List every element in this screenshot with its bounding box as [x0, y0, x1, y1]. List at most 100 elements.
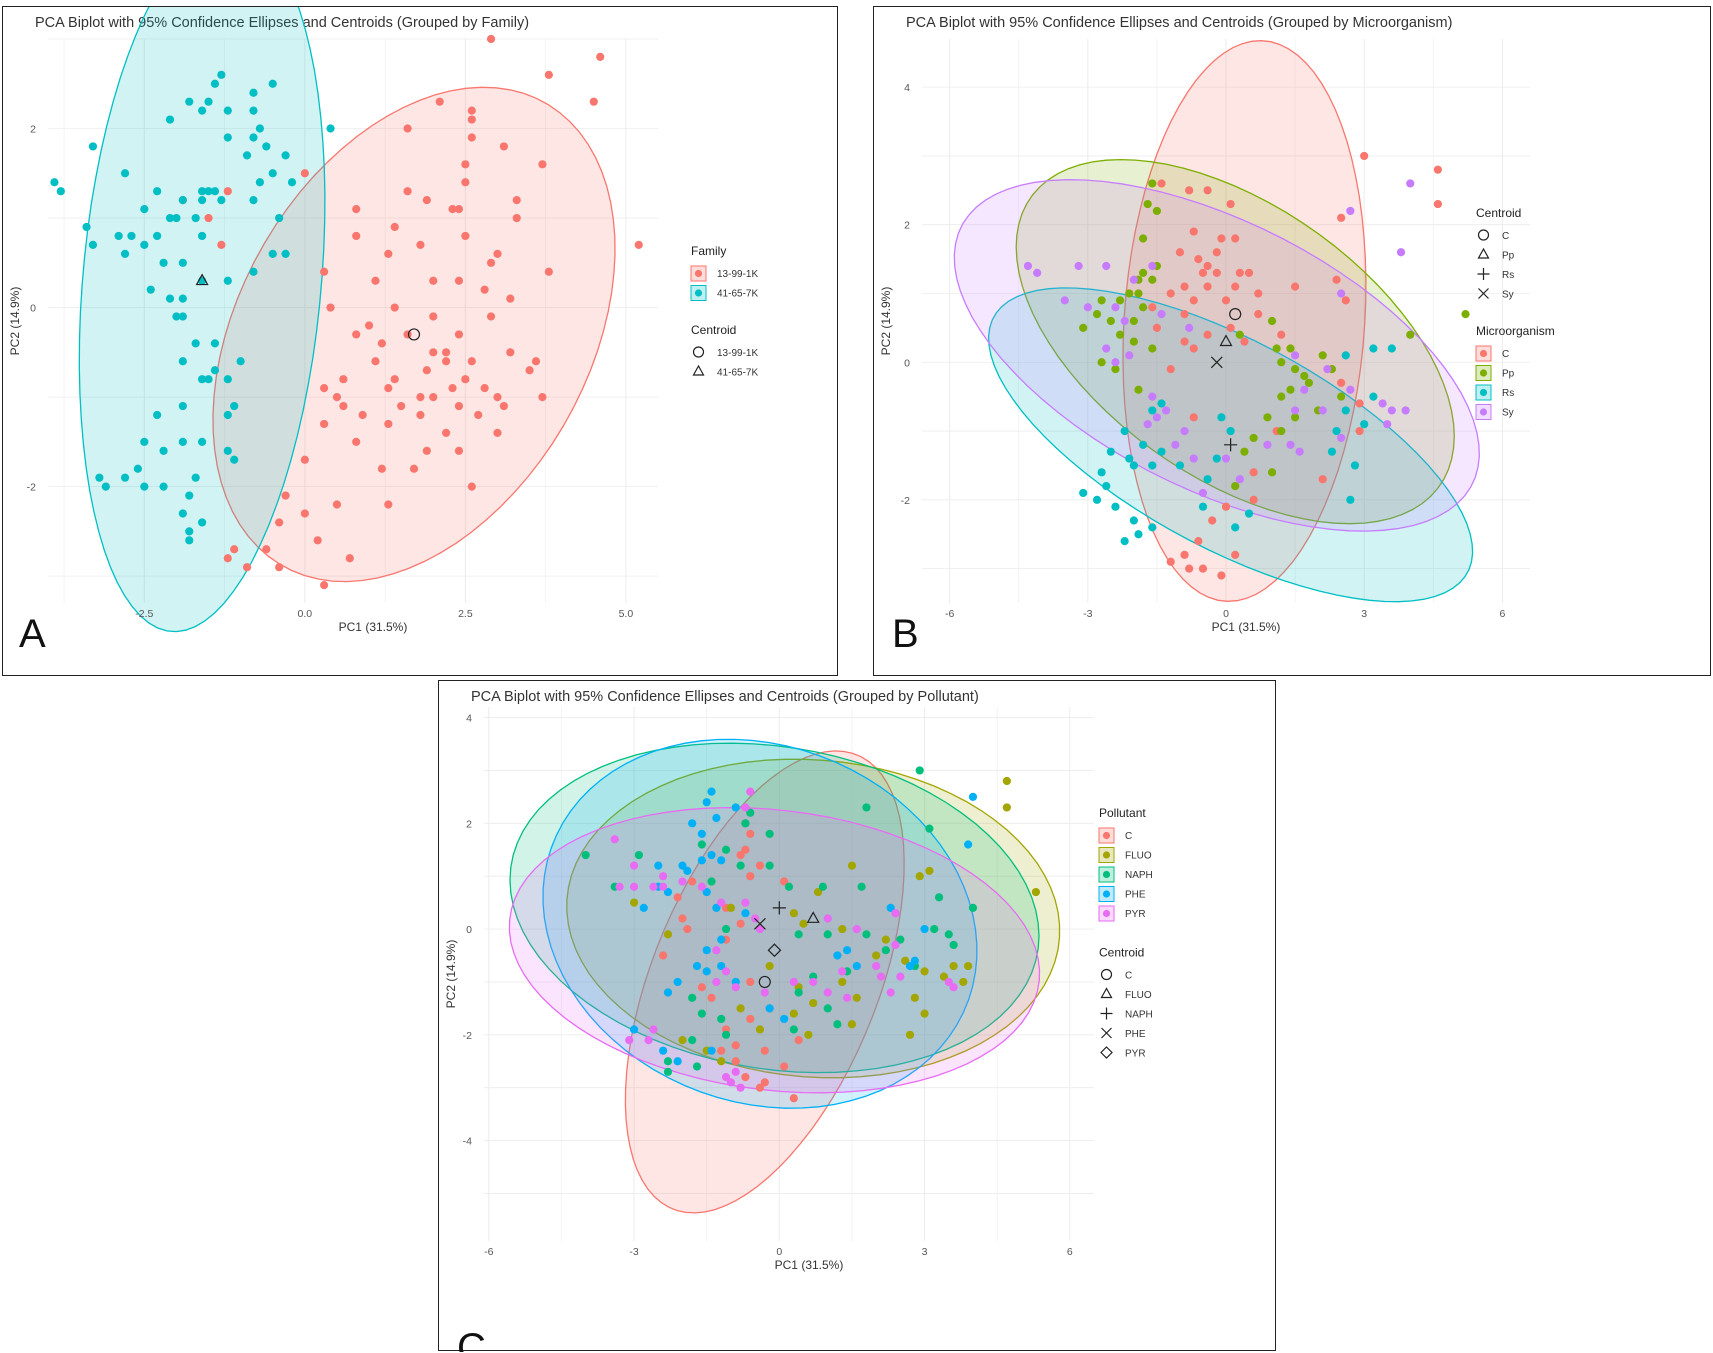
data-point [1318, 475, 1327, 484]
data-point [1406, 330, 1415, 339]
data-point [702, 887, 711, 897]
chart-b-xlabel: PC1 (31.5%) [1212, 620, 1281, 634]
data-point [896, 972, 905, 981]
data-point [339, 375, 348, 384]
data-point [210, 339, 220, 348]
data-point [794, 1035, 803, 1045]
data-point [1180, 310, 1189, 319]
data-point [1148, 392, 1157, 401]
data-point [223, 187, 232, 196]
data-point [454, 204, 464, 214]
data-point [178, 437, 187, 446]
data-point [1148, 461, 1157, 470]
data-point [625, 1035, 634, 1045]
data-point [320, 267, 329, 276]
legend-label: PHE [1125, 890, 1146, 901]
data-point [920, 924, 929, 934]
data-point [198, 196, 207, 205]
data-point [721, 1072, 731, 1082]
legend-dot [1479, 369, 1488, 377]
data-point [326, 124, 335, 133]
data-point [794, 988, 803, 997]
data-point [707, 877, 716, 886]
data-point [1383, 420, 1392, 429]
data-point [326, 303, 335, 312]
chart-b-title: PCA Biplot with 95% Confidence Ellipses … [906, 15, 1452, 31]
data-point [1157, 179, 1166, 188]
data-point [1120, 316, 1129, 326]
x-tick-label: -3 [1083, 608, 1092, 620]
legend-centroid-glyph [1477, 268, 1490, 280]
data-point [1360, 151, 1369, 161]
chart-a-legend-title: Family [691, 244, 726, 258]
chart-a-grid [48, 38, 658, 603]
data-point [448, 204, 457, 214]
data-point [185, 97, 194, 106]
chart-b-centroid-sy [1210, 356, 1223, 369]
data-point [236, 357, 245, 366]
data-point [925, 824, 934, 833]
data-point [1097, 358, 1106, 367]
chart-a-ellipse-41-65-7k [78, 7, 326, 633]
data-point [1115, 296, 1125, 305]
data-point [230, 401, 239, 411]
data-point [789, 1094, 798, 1103]
data-point [1148, 179, 1157, 188]
data-point [429, 392, 438, 402]
data-point [1217, 571, 1226, 580]
chart-c-centroid-c [758, 975, 771, 989]
data-point [968, 792, 978, 801]
data-point [320, 419, 329, 429]
data-point [223, 375, 232, 384]
data-point [629, 898, 639, 907]
data-point [242, 151, 252, 160]
data-point [1332, 426, 1341, 436]
data-point [371, 357, 380, 366]
data-point [429, 312, 438, 321]
data-point [429, 276, 438, 285]
data-point [1231, 481, 1240, 491]
data-point [448, 384, 457, 393]
data-point [1125, 454, 1134, 463]
data-point [1300, 385, 1309, 394]
data-point [506, 294, 515, 303]
data-point [178, 258, 187, 267]
data-point [721, 1030, 731, 1039]
legend-dot [694, 269, 703, 278]
data-point [191, 473, 200, 482]
data-point [300, 169, 309, 178]
data-point [881, 935, 890, 944]
data-point [823, 988, 832, 997]
data-point [702, 798, 711, 807]
data-point [153, 187, 162, 196]
data-point [249, 106, 258, 115]
data-point [746, 1014, 755, 1024]
data-point [339, 401, 348, 411]
data-point [1189, 296, 1198, 305]
data-point [712, 977, 721, 987]
data-point [1198, 564, 1208, 573]
chart-b-centroid-c [1229, 308, 1242, 321]
chart-a-series-13-99-1k [178, 34, 643, 590]
data-point [799, 919, 808, 928]
data-point [223, 133, 232, 142]
data-point [1194, 536, 1203, 546]
chart-c-grid [484, 707, 1094, 1241]
data-point [486, 258, 496, 267]
data-point [726, 903, 736, 913]
data-point [1125, 351, 1134, 360]
data-point [678, 877, 687, 886]
data-point [442, 428, 451, 438]
legend-centroid-glyph [1100, 987, 1113, 999]
data-point [172, 312, 181, 321]
data-point [663, 988, 673, 997]
data-point [678, 861, 687, 870]
data-point [721, 967, 731, 976]
data-point [178, 294, 187, 303]
data-point [223, 276, 232, 285]
data-point [659, 951, 668, 960]
chart-b-series-c [1148, 151, 1442, 580]
chart-b-ellipse-pp [1015, 158, 1455, 525]
data-point [416, 240, 425, 250]
data-point [1157, 447, 1166, 456]
